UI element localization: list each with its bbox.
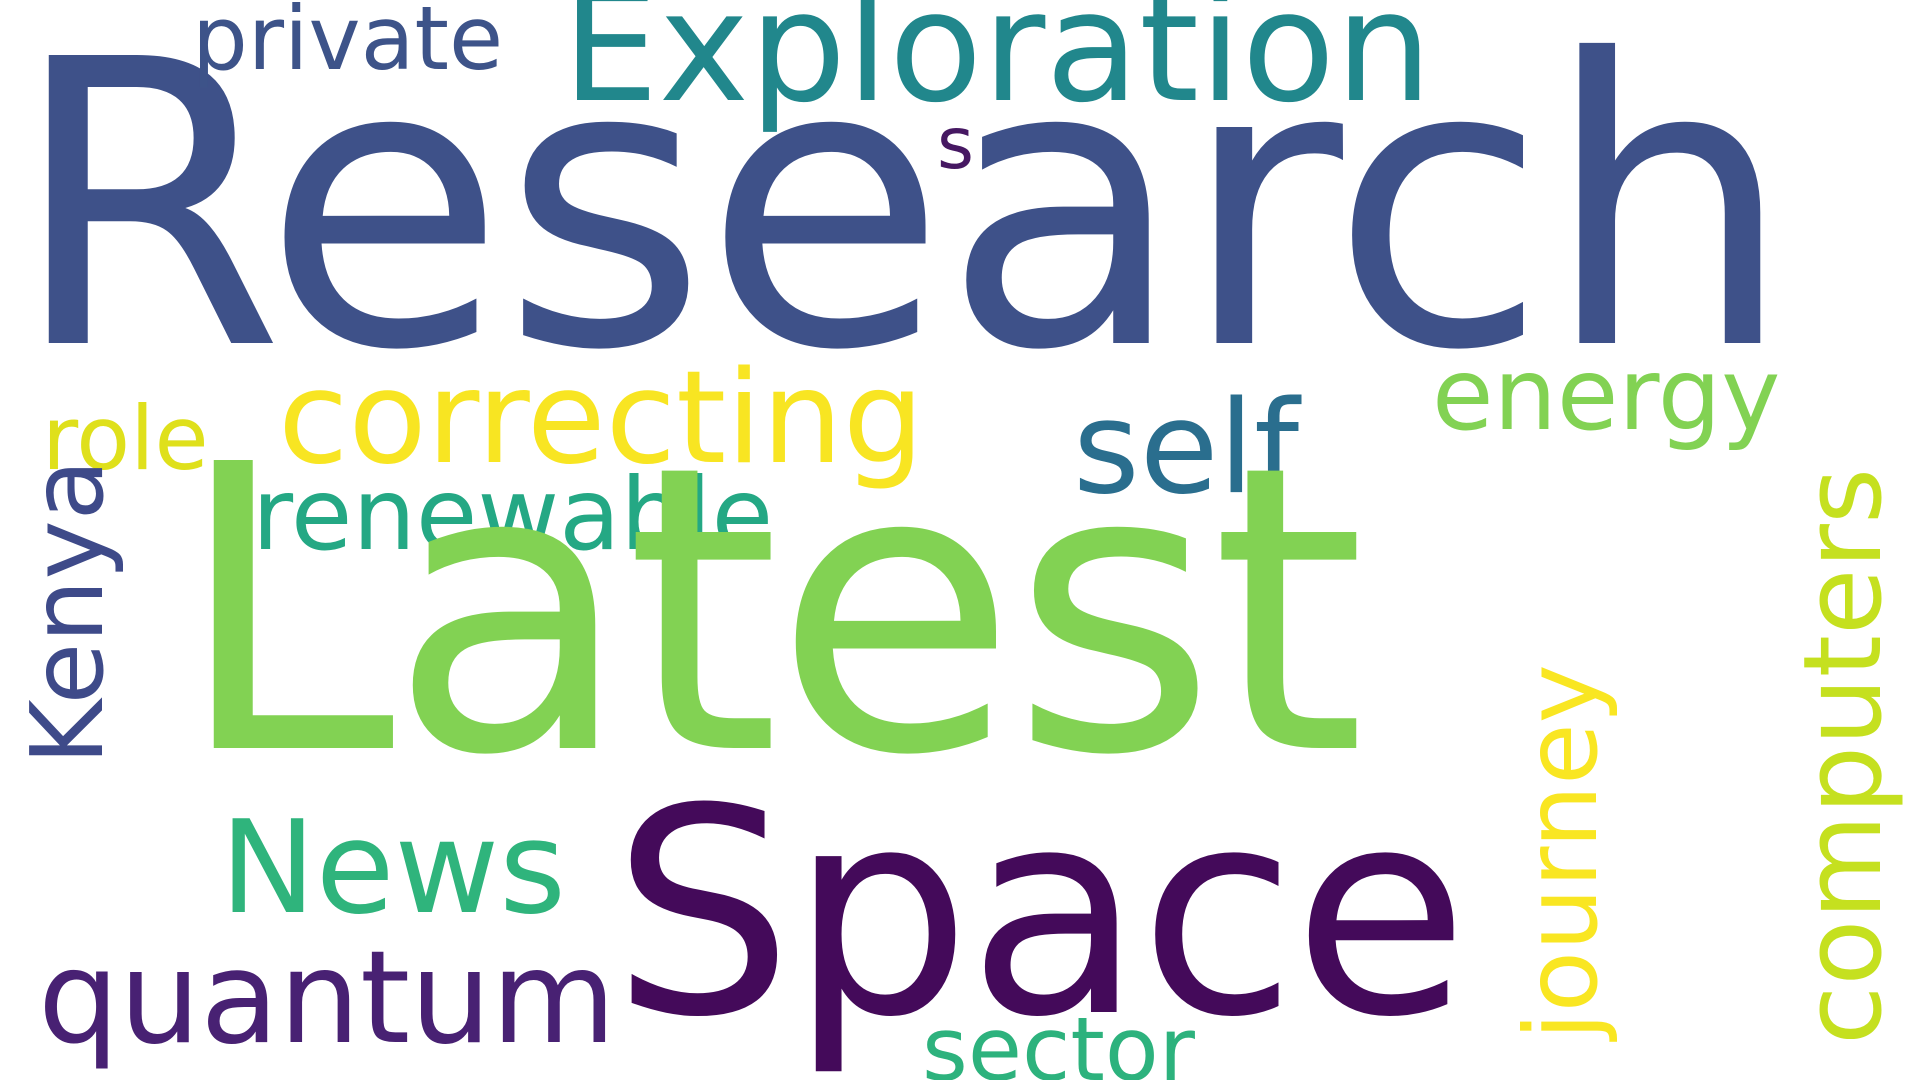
word-research: Research <box>10 0 1794 437</box>
word-sector: sector <box>922 998 1195 1080</box>
word-latest: Latest <box>175 382 1366 842</box>
word-renewable: renewable <box>252 456 774 573</box>
word-private: private <box>192 0 504 90</box>
word-journey: journey <box>1503 664 1620 1040</box>
word-space: Space <box>612 748 1468 1080</box>
word-role: role <box>42 387 209 490</box>
word-kenya: Kenya <box>9 459 126 765</box>
word-s: s <box>937 102 974 185</box>
word-exploration: Exploration <box>562 0 1433 137</box>
word-self: self <box>1073 374 1300 523</box>
word-news: News <box>220 794 566 943</box>
word-energy: energy <box>1432 336 1781 453</box>
word-correcting: correcting <box>278 344 925 493</box>
word-computers: computers <box>1781 467 1906 1045</box>
word-quantum: quantum <box>38 924 616 1073</box>
